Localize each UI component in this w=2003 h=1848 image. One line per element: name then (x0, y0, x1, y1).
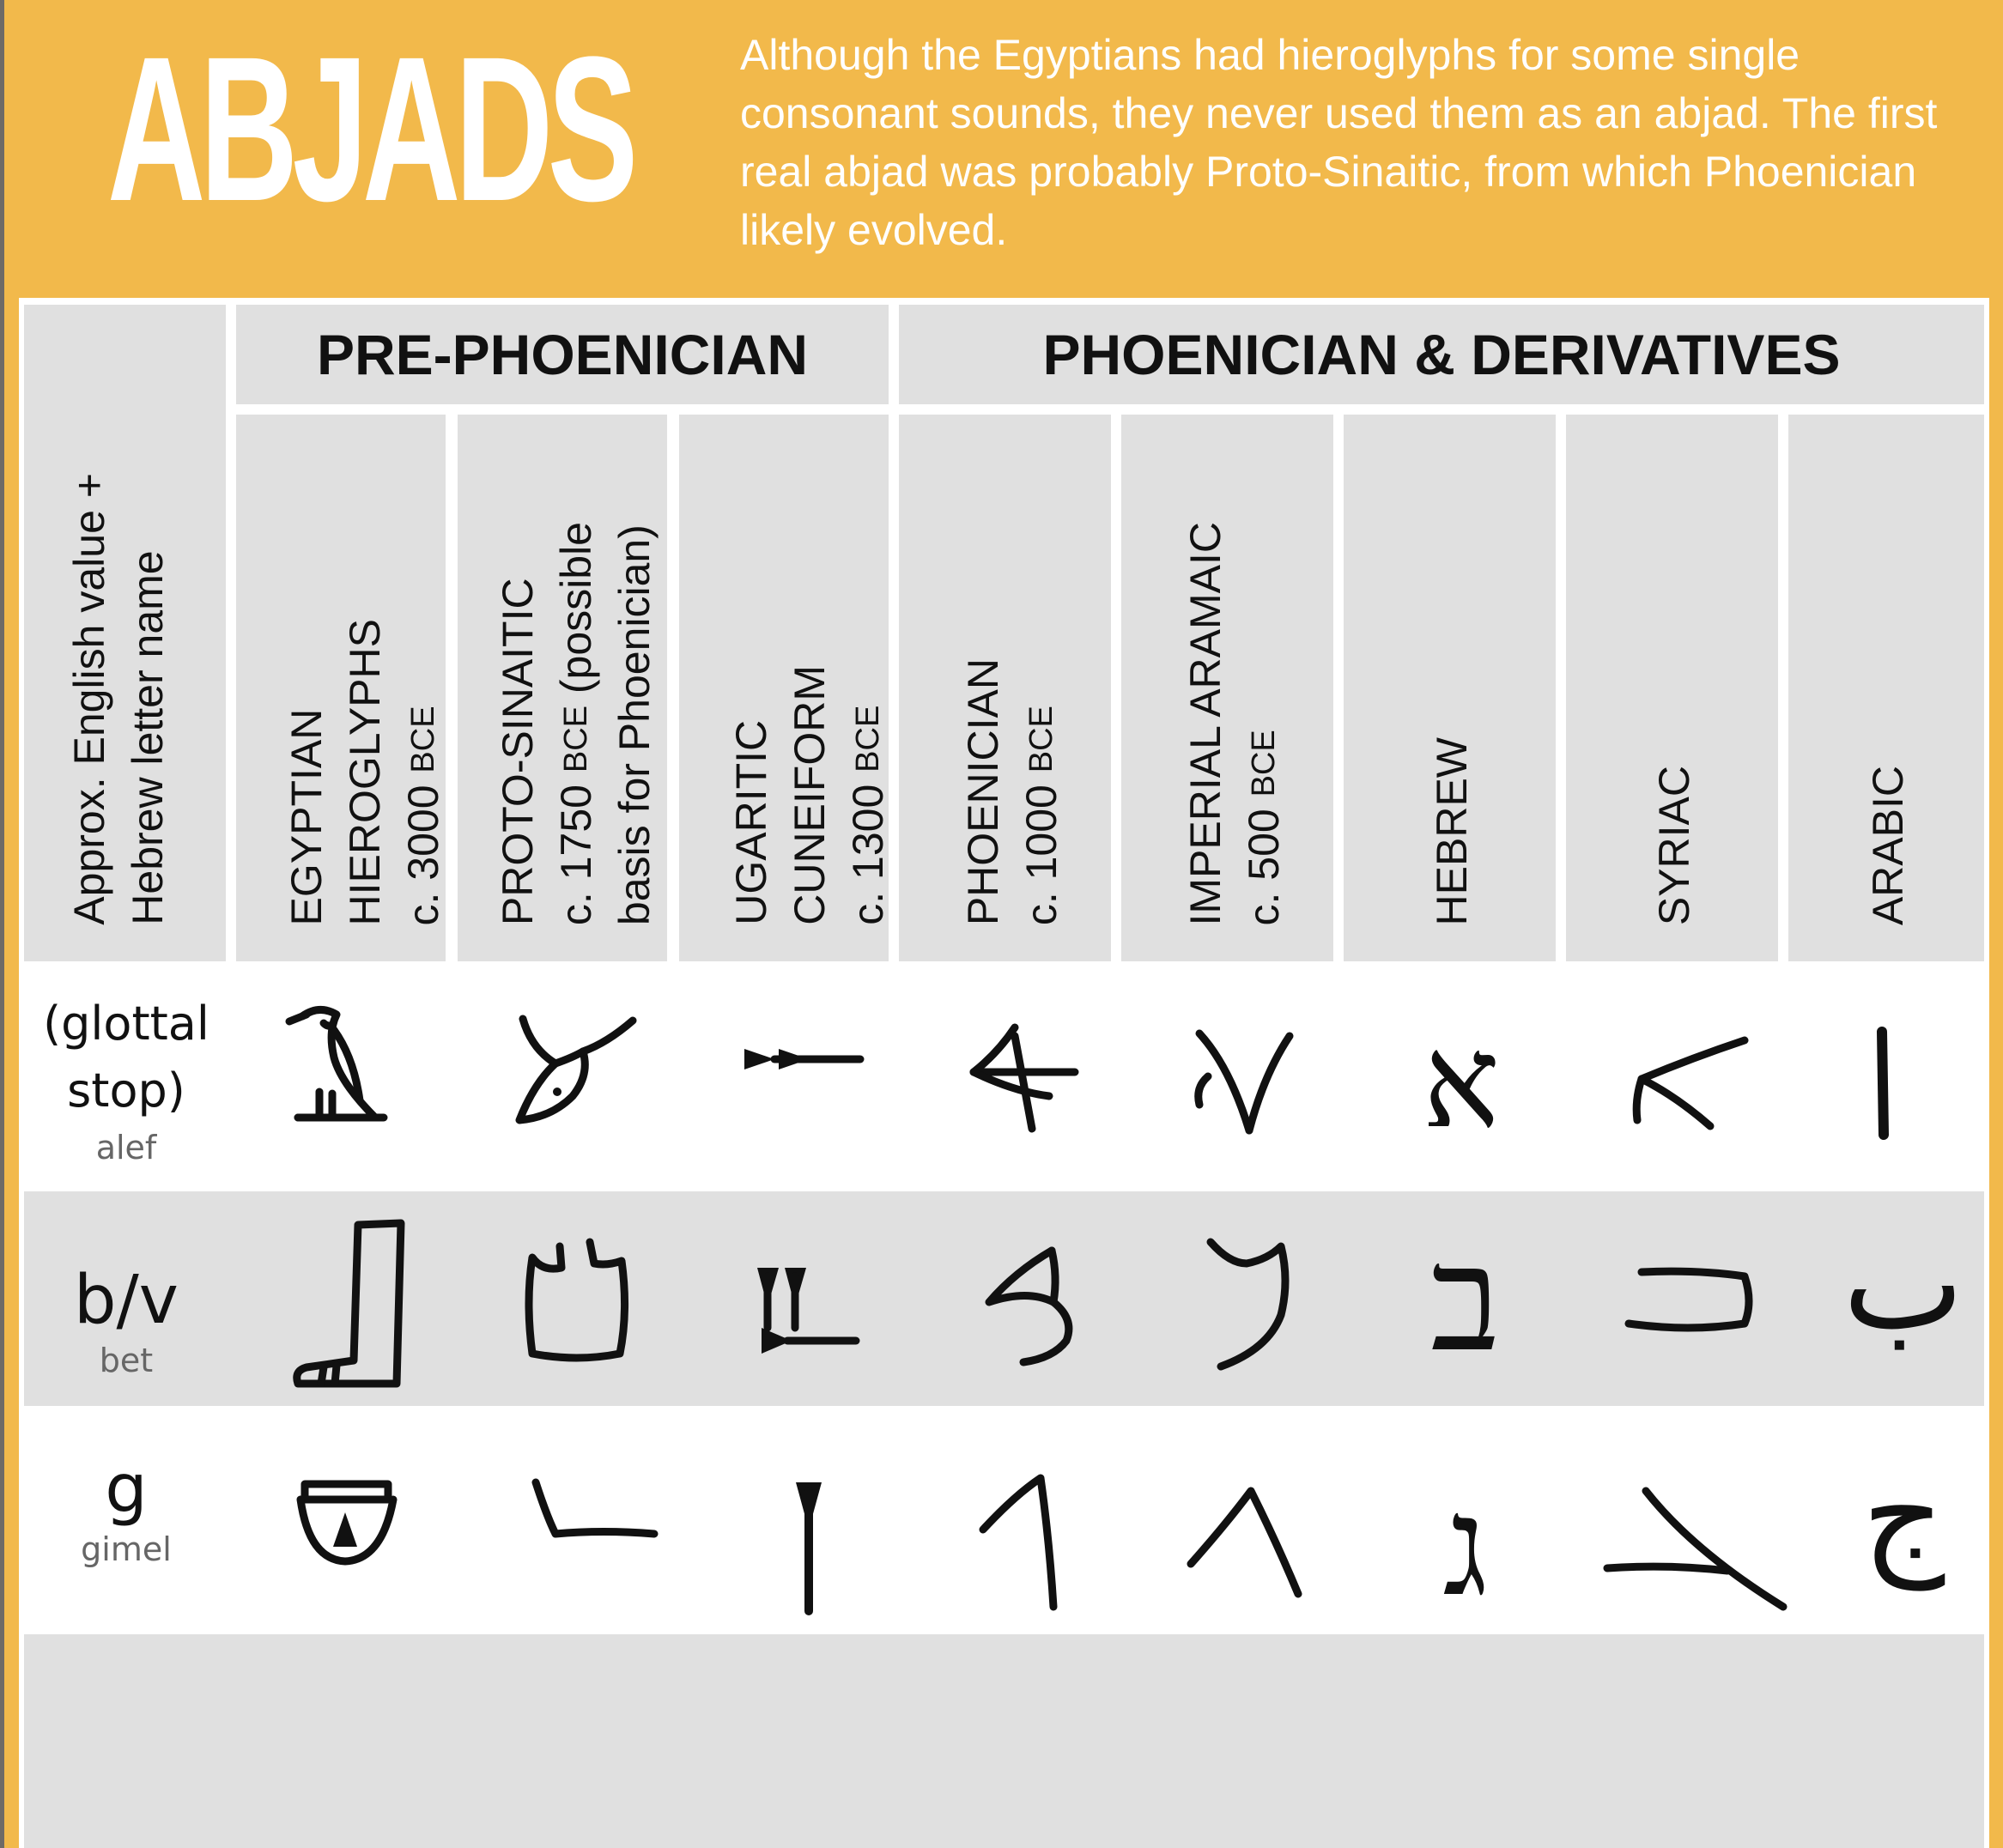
column-header-text: ARABIC (1859, 766, 1917, 925)
phoenician-alef-icon (969, 1023, 1079, 1133)
column-header-text: EGYPTIAN HIEROGLYPHS c. 3000 BCE (277, 619, 452, 926)
aramaic-bet-icon (1206, 1238, 1290, 1371)
column-header-arabic: ARABIC (1788, 415, 1984, 961)
column-era: BCE (1023, 705, 1059, 773)
group-header-phoenician-derivatives: PHOENICIAN & DERIVATIVES (899, 305, 1984, 404)
aramaic-gimel-icon (1187, 1487, 1302, 1598)
basket-hieroglyph-icon (296, 1480, 398, 1566)
phoenician-gimel-icon (979, 1474, 1058, 1611)
column-date: c. 1300 (844, 784, 892, 925)
column-date: c. 1750 (552, 784, 600, 925)
column-header-text: UGARITIC CUNEIFORM c. 1300 BCE (722, 665, 897, 925)
column-header-aramaic: IMPERIAL ARAMAIC c. 500 BCE (1121, 415, 1333, 961)
ox-head-glyph-icon (515, 1015, 637, 1124)
ugaritic-bet-icon (757, 1268, 860, 1354)
hebrew-alef-char: א (1423, 1008, 1500, 1157)
column-header-text: HEBREW (1423, 737, 1481, 925)
column-name: PHOENICIAN (959, 657, 1007, 925)
syriac-bet-icon (1624, 1267, 1753, 1332)
vulture-hieroglyph-icon (285, 1006, 388, 1122)
hebrew-bet-char: ב (1430, 1215, 1501, 1384)
column-era: BCE (405, 705, 441, 773)
aramaic-alef-icon (1194, 1029, 1294, 1135)
arabic-ba-icon: ب (1842, 1209, 1964, 1359)
arabic-alef-icon (1877, 1027, 1889, 1140)
row-letter-name: gimel (81, 1530, 172, 1568)
arabic-ba-char: ب (1842, 1209, 1964, 1359)
row-value-cell: g gimel (19, 1448, 234, 1568)
empty-row-band (24, 1634, 1984, 1848)
row-letter-name: bet (99, 1342, 154, 1379)
column-header-text: IMPERIAL ARAMAIC c. 500 BCE (1176, 522, 1293, 925)
column-name: HEBREW (1428, 736, 1476, 925)
column-header-text: SYRIAC (1645, 766, 1703, 925)
group-label: PRE-PHOENICIAN (316, 323, 809, 386)
group-label: PHOENICIAN & DERIVATIVES (1042, 323, 1841, 386)
column-name: PROTO-SINAITIC (494, 578, 542, 925)
column-date: c. 3000 (399, 784, 447, 925)
column-header-egyptian: EGYPTIAN HIEROGLYPHS c. 3000 BCE (236, 415, 447, 961)
column-header-syriac: SYRIAC (1566, 415, 1778, 961)
row-value: g (105, 1451, 148, 1528)
column-name: SYRIAC (1650, 765, 1698, 925)
column-name: UGARITIC CUNEIFORM (727, 665, 834, 925)
column-header-hebrew: HEBREW (1344, 415, 1556, 961)
row-value-cell: b/v bet (19, 1259, 234, 1379)
column-header-proto-sinaitic: PROTO-SINAITIC c. 1750 BCE (possible bas… (458, 415, 667, 961)
column-era: BCE (558, 705, 594, 773)
row-value: (glottal stop) (43, 997, 209, 1118)
arabic-jim-char: ج (1862, 1441, 1945, 1591)
row-header-cell: Approx. English value + Hebrew letter na… (24, 305, 226, 961)
column-name: ARABIC (1864, 765, 1912, 925)
page-edge (0, 0, 4, 1848)
arabic-jim-icon: ج (1862, 1441, 1945, 1591)
header-banner: ABJADS Although the Egyptians had hierog… (0, 0, 2003, 292)
column-header-text: PHOENICIAN c. 1000 BCE (954, 658, 1071, 925)
house-glyph-icon (525, 1238, 629, 1362)
row-value-cell: (glottal stop) alef (19, 991, 234, 1171)
column-header-ugaritic: UGARITIC CUNEIFORM c. 1300 BCE (679, 415, 892, 961)
column-era: BCE (850, 705, 886, 773)
column-header-text: PROTO-SINAITIC c. 1750 BCE (possible bas… (489, 522, 664, 925)
column-era: BCE (1246, 729, 1282, 797)
page-title: ABJADS (107, 14, 638, 244)
row-letter-name: alef (95, 1129, 157, 1166)
ugaritic-alef-icon (744, 1049, 865, 1069)
row-header-label: Approx. English value + Hebrew letter na… (65, 473, 172, 925)
syriac-alef-icon (1632, 1036, 1749, 1130)
hebrew-alef-icon: א (1423, 1008, 1500, 1157)
throwstick-glyph-icon (531, 1478, 659, 1538)
leg-hieroglyph-icon (293, 1219, 405, 1388)
hebrew-gimel-char: ג (1443, 1466, 1489, 1627)
phoenician-bet-icon (985, 1246, 1073, 1366)
ugaritic-gimel-icon (796, 1482, 822, 1615)
column-name: IMPERIAL ARAMAIC (1181, 521, 1229, 925)
hebrew-gimel-icon: ג (1443, 1466, 1489, 1627)
column-header-phoenician: PHOENICIAN c. 1000 BCE (899, 415, 1111, 961)
intro-paragraph: Although the Egyptians had hieroglyphs f… (740, 31, 1938, 254)
row-value: b/v (74, 1262, 179, 1339)
syriac-gimel-icon (1603, 1487, 1788, 1611)
group-header-pre-phoenician: PRE-PHOENICIAN (236, 305, 889, 404)
column-date: c. 500 (1240, 808, 1288, 925)
column-date: c. 1000 (1017, 784, 1065, 925)
abjad-table: Approx. English value + Hebrew letter na… (19, 298, 1989, 1848)
column-name: EGYPTIAN HIEROGLYPHS (282, 618, 389, 926)
hebrew-bet-icon: ב (1430, 1215, 1501, 1384)
